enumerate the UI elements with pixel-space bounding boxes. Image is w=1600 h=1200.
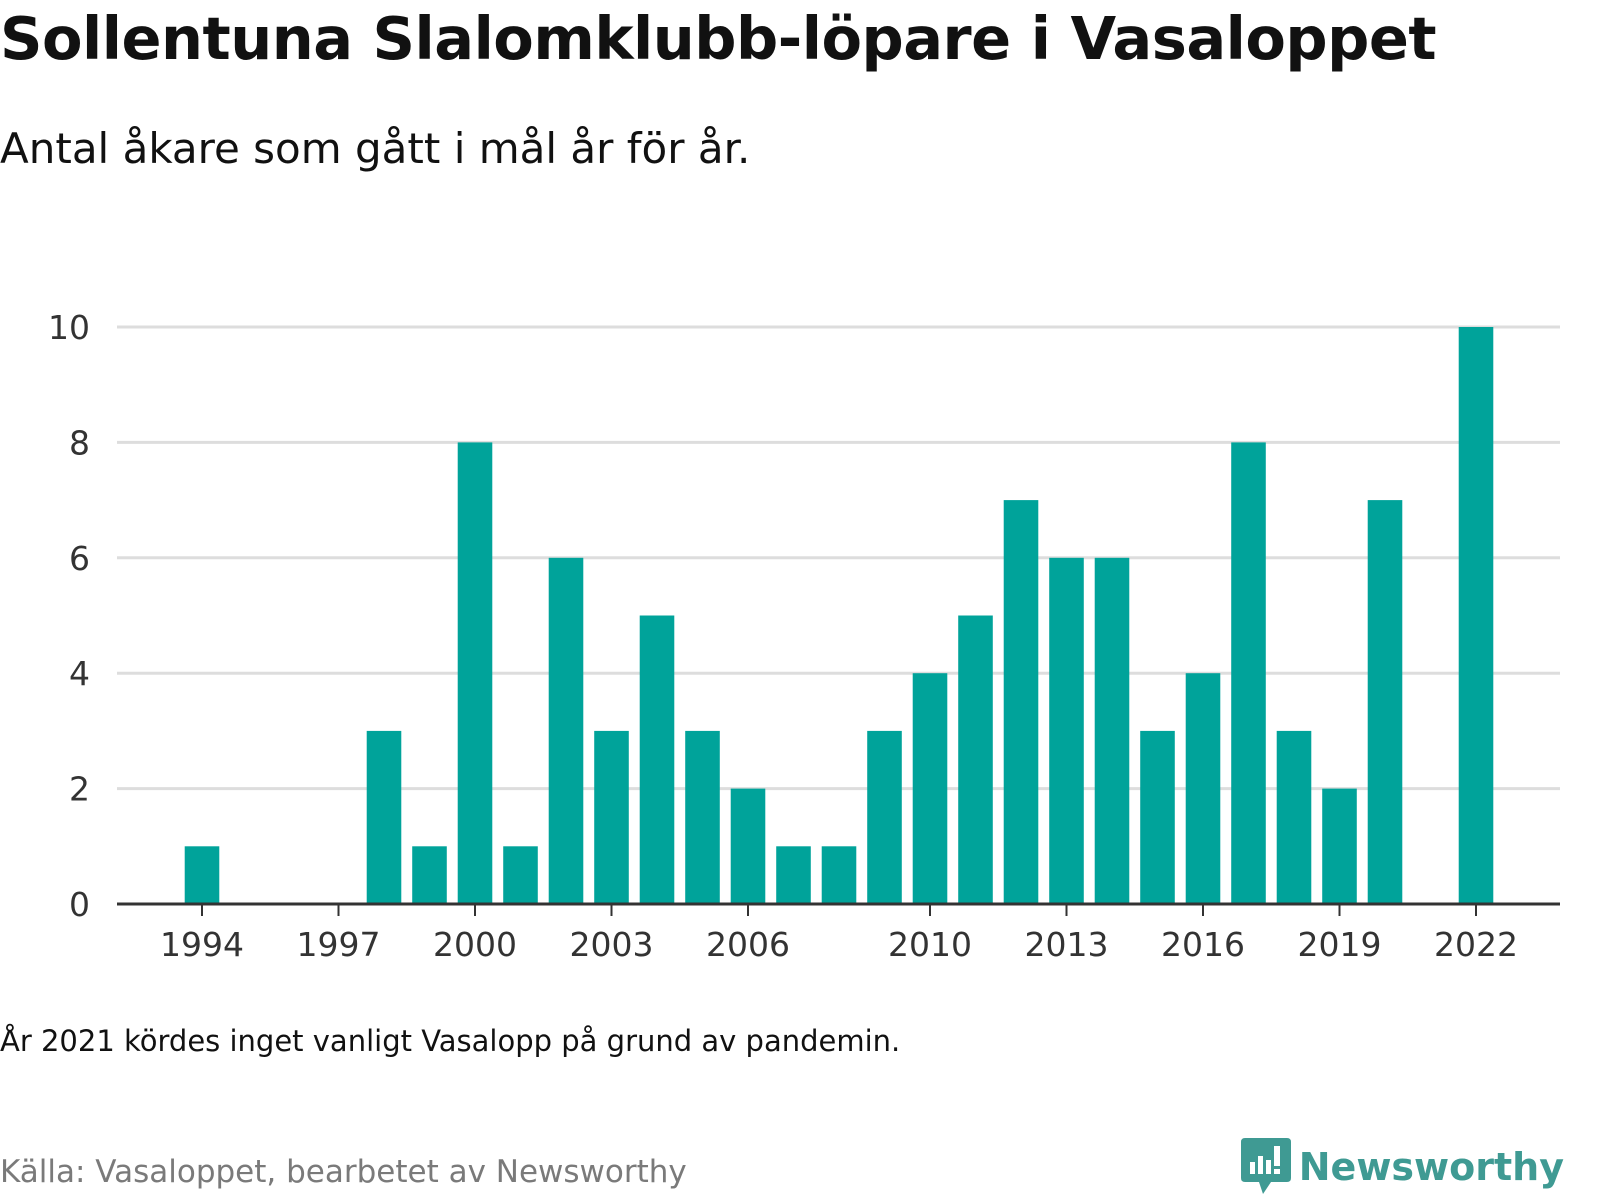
bar-1999	[412, 846, 447, 904]
x-tick-label: 1997	[297, 925, 381, 964]
bar-2011	[958, 615, 993, 904]
y-tick-label: 6	[69, 539, 90, 578]
x-tick-label: 1994	[160, 925, 244, 964]
bar-2017	[1231, 442, 1266, 904]
x-tick-label: 2003	[570, 925, 654, 964]
bar-2010	[912, 673, 948, 904]
x-tick-label: 2016	[1161, 925, 1245, 964]
bar-2008	[821, 846, 857, 904]
bar-2005	[685, 730, 720, 904]
bar-2022	[1458, 327, 1494, 904]
bar-2000	[457, 442, 493, 904]
x-tick-label: 2013	[1025, 925, 1109, 964]
x-axis	[117, 902, 1560, 916]
y-tick-label: 4	[69, 654, 90, 693]
x-tick-label: 2019	[1298, 925, 1382, 964]
bar-chart: 0 2 4 6 8 10 1994 1997 2000 2003 2006 2010 2013 2016…	[48, 308, 1560, 964]
bar-1994	[184, 846, 220, 904]
bar-2016	[1185, 673, 1221, 904]
brand-logo: Newsworthy	[1240, 1138, 1564, 1196]
bar-2012	[1003, 500, 1039, 904]
bars	[184, 327, 1494, 904]
bar-2001	[503, 846, 538, 904]
bar-2018	[1276, 730, 1312, 904]
bar-2002	[548, 557, 584, 904]
bar-2003	[594, 730, 629, 904]
chart-title: Sollentuna Slalomklubb-löpare i Vasalopp…	[0, 4, 1437, 73]
x-tick-labels: 1994 1997 2000 2003 2006 2010 2013 2016 2019 2022	[160, 925, 1518, 964]
bar-2013	[1049, 557, 1084, 904]
y-tick-label: 2	[69, 770, 90, 809]
source-credit: Källa: Vasaloppet, bearbetet av Newswort…	[0, 1154, 687, 1190]
brand-name: Newsworthy	[1298, 1145, 1564, 1189]
y-tick-label: 10	[48, 308, 90, 347]
x-tick-label: 2006	[706, 925, 790, 964]
chart-subtitle: Antal åkare som gått i mål år för år.	[0, 124, 751, 173]
bar-chart-speech-bubble-icon	[1240, 1138, 1291, 1194]
bar-1998	[366, 730, 402, 904]
gridlines	[117, 325, 1560, 791]
bar-2004	[639, 615, 675, 904]
y-tick-label: 0	[69, 885, 90, 924]
x-tick-label: 2022	[1434, 925, 1518, 964]
bar-2015	[1140, 730, 1175, 904]
y-tick-label: 8	[69, 423, 90, 462]
bar-2020	[1367, 500, 1403, 904]
bar-2007	[776, 846, 811, 904]
bar-2014	[1094, 557, 1130, 904]
y-tick-labels: 0 2 4 6 8 10	[48, 308, 90, 924]
bar-2019	[1322, 788, 1357, 904]
bar-2006	[730, 788, 766, 904]
x-tick-label: 2000	[433, 925, 517, 964]
footnote: År 2021 kördes inget vanligt Vasalopp på…	[0, 1024, 901, 1058]
x-tick-label: 2010	[888, 925, 972, 964]
bar-2009	[867, 730, 902, 904]
